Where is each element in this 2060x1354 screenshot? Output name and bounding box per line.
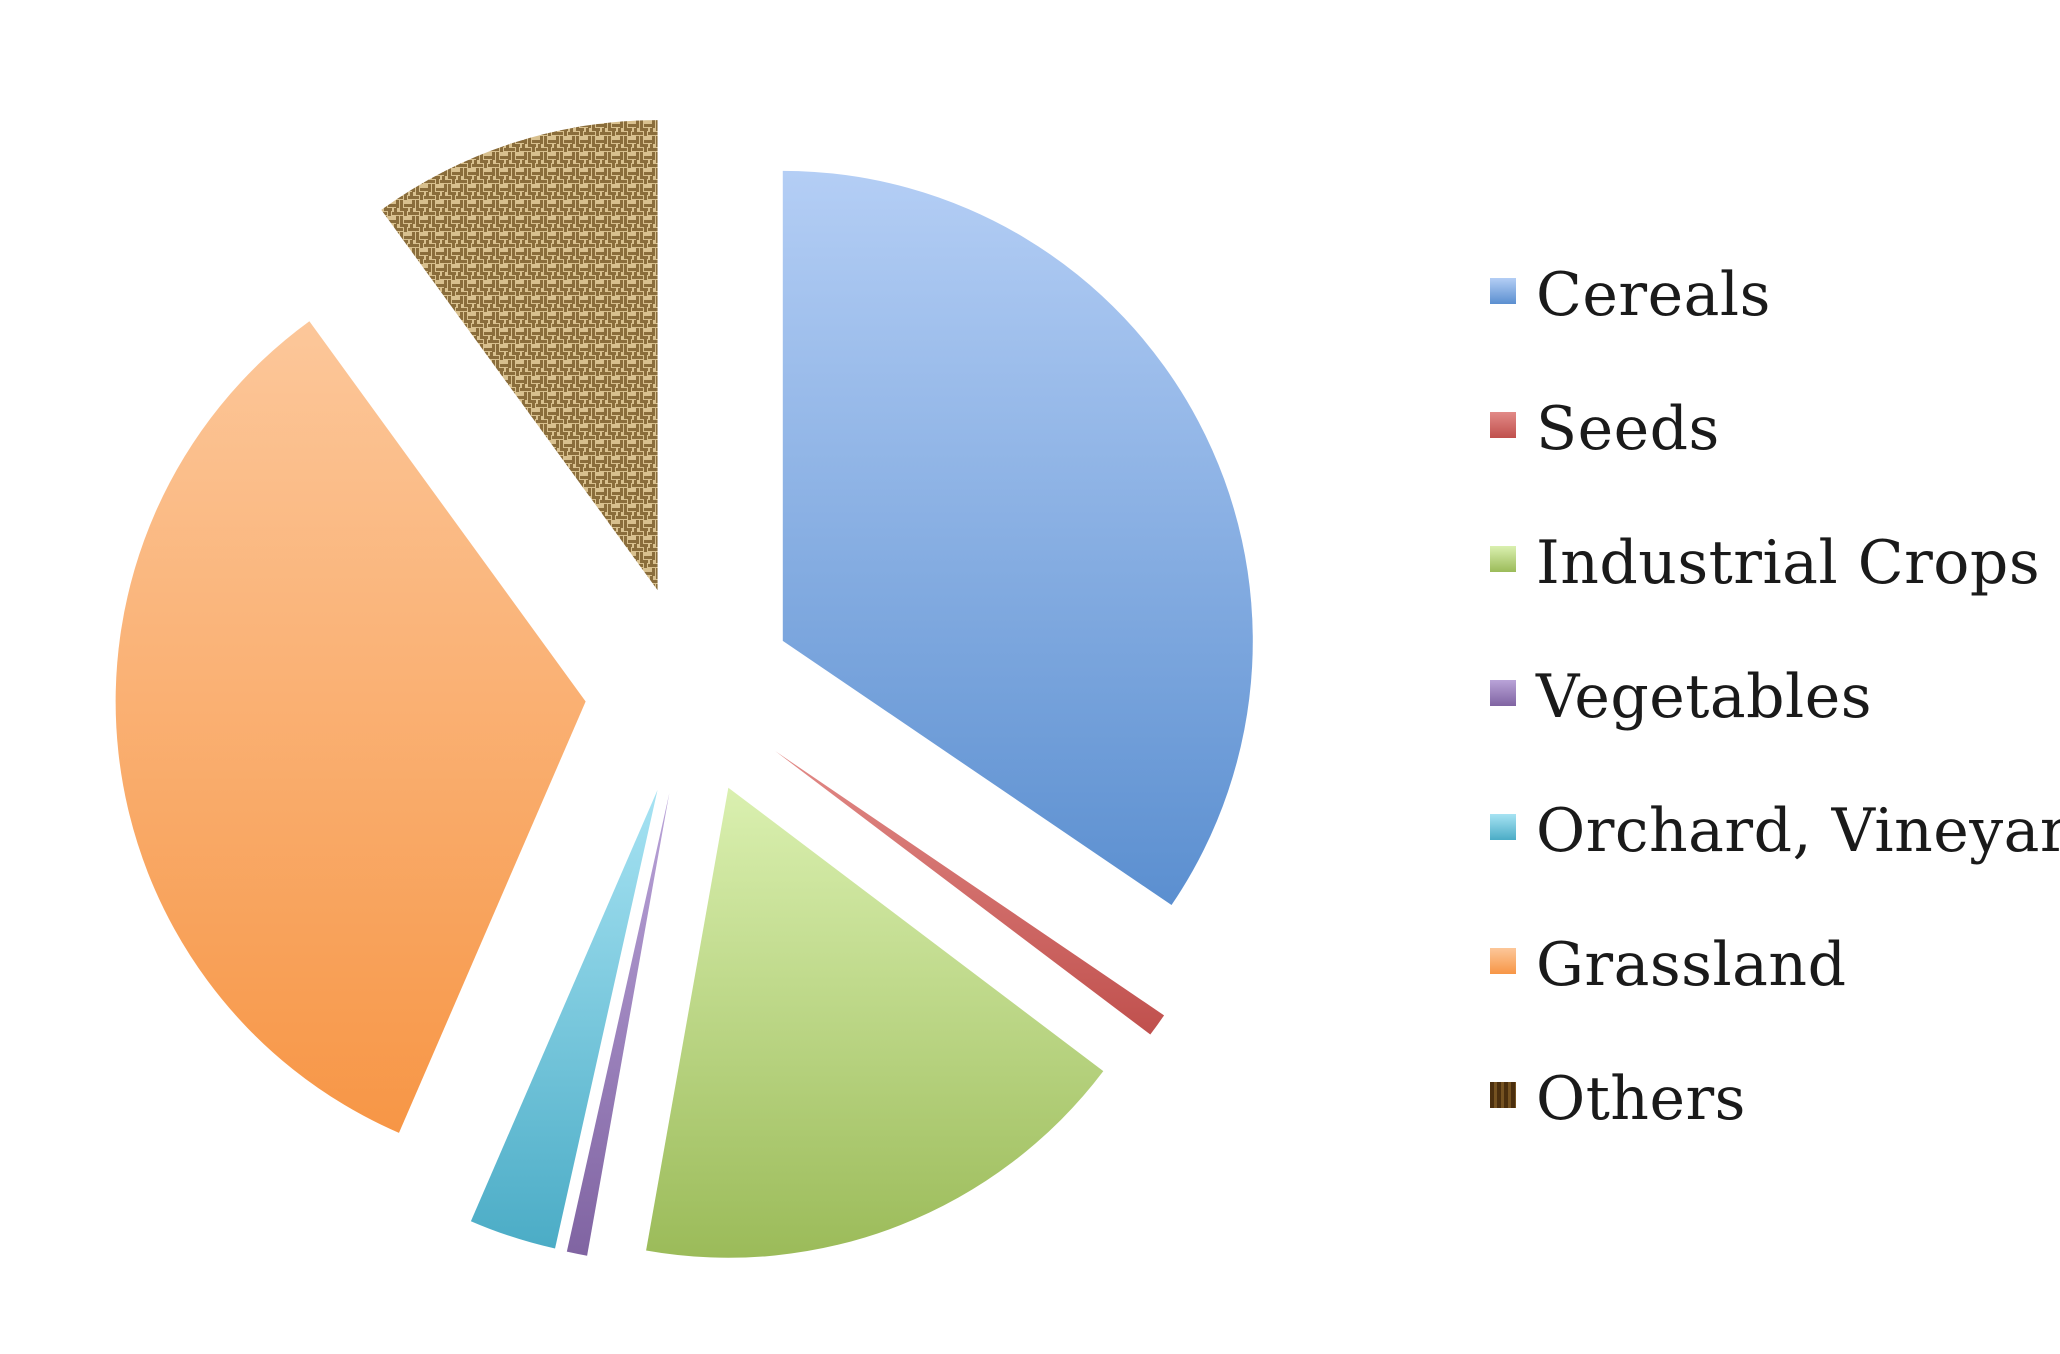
legend-swatch-cereals — [1490, 278, 1516, 304]
legend-item-vegetables: Vegetables — [1490, 630, 2050, 764]
legend-item-cereals: Cereals — [1490, 228, 2050, 362]
legend-swatch-industrial-crops — [1490, 546, 1516, 572]
pie-slice-vegetables — [566, 792, 670, 1256]
legend-label-vegetables: Vegetables — [1536, 662, 1873, 732]
legend-swatch-grassland — [1490, 948, 1516, 974]
pie-slices — [115, 120, 1253, 1258]
legend-label-seeds: Seeds — [1536, 394, 1720, 464]
legend: Cereals Seeds Industrial Crops Vegetable… — [1490, 228, 2060, 1166]
pie-slice-industrial-crops — [646, 787, 1104, 1258]
legend-item-orchard-vineyard: Orchard, Vineyard — [1490, 764, 2060, 898]
legend-label-grassland: Grassland — [1536, 930, 1847, 1000]
legend-swatch-vegetables — [1490, 680, 1516, 706]
pie-slice-others — [381, 120, 658, 591]
pie-slice-grassland — [115, 321, 586, 1133]
pie-slice-orchard-vineyard — [470, 789, 658, 1249]
legend-item-industrial-crops: Industrial Crops — [1490, 496, 2050, 630]
legend-item-seeds: Seeds — [1490, 362, 2050, 496]
legend-label-industrial-crops: Industrial Crops — [1536, 528, 2041, 598]
legend-swatch-orchard-vineyard — [1490, 814, 1516, 840]
legend-label-orchard-vineyard: Orchard, Vineyard — [1536, 796, 2060, 866]
legend-swatch-others — [1490, 1082, 1516, 1108]
legend-label-cereals: Cereals — [1536, 260, 1771, 330]
legend-item-grassland: Grassland — [1490, 898, 2050, 1032]
legend-item-others: Others — [1490, 1032, 2050, 1166]
legend-swatch-seeds — [1490, 412, 1516, 438]
legend-label-others: Others — [1536, 1064, 1746, 1134]
pie-slice-cereals — [782, 170, 1253, 906]
pie-slice-seeds — [775, 751, 1165, 1035]
